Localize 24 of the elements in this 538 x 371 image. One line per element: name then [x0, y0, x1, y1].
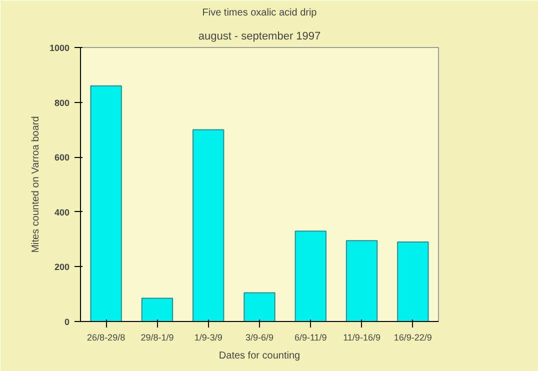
x-tick-label: 6/9-11/9 [294, 332, 327, 342]
bar [294, 230, 326, 322]
bar [192, 129, 224, 322]
x-tick-label: 11/9-16/9 [343, 332, 380, 342]
y-axis-title: Mites counted on Varroa board [30, 116, 42, 253]
y-tick-label: 1000 [49, 43, 70, 53]
bar [141, 298, 174, 322]
chart-subtitle: august - september 1997 [198, 30, 321, 42]
x-tick-label: 16/9-22/9 [394, 332, 432, 342]
x-axis-title: Dates for counting [218, 350, 300, 362]
y-tick-label: 0 [64, 317, 70, 327]
y-tick-label: 600 [54, 152, 70, 163]
x-tick-label: 26/8-29/8 [87, 332, 126, 342]
x-tick-label: 3/9-6/9 [245, 332, 274, 342]
bar [346, 240, 378, 322]
bar [244, 292, 276, 322]
y-tick-label: 400 [54, 207, 70, 218]
x-tick-label: 29/8-1/9 [140, 332, 174, 342]
y-tick-label: 200 [54, 262, 70, 272]
x-tick-label: 1/9-3/9 [194, 332, 222, 342]
y-tick-label: 800 [54, 98, 70, 108]
bar [397, 242, 429, 322]
bar [90, 85, 122, 322]
chart-title: Five times oxalic acid drip [202, 8, 318, 18]
